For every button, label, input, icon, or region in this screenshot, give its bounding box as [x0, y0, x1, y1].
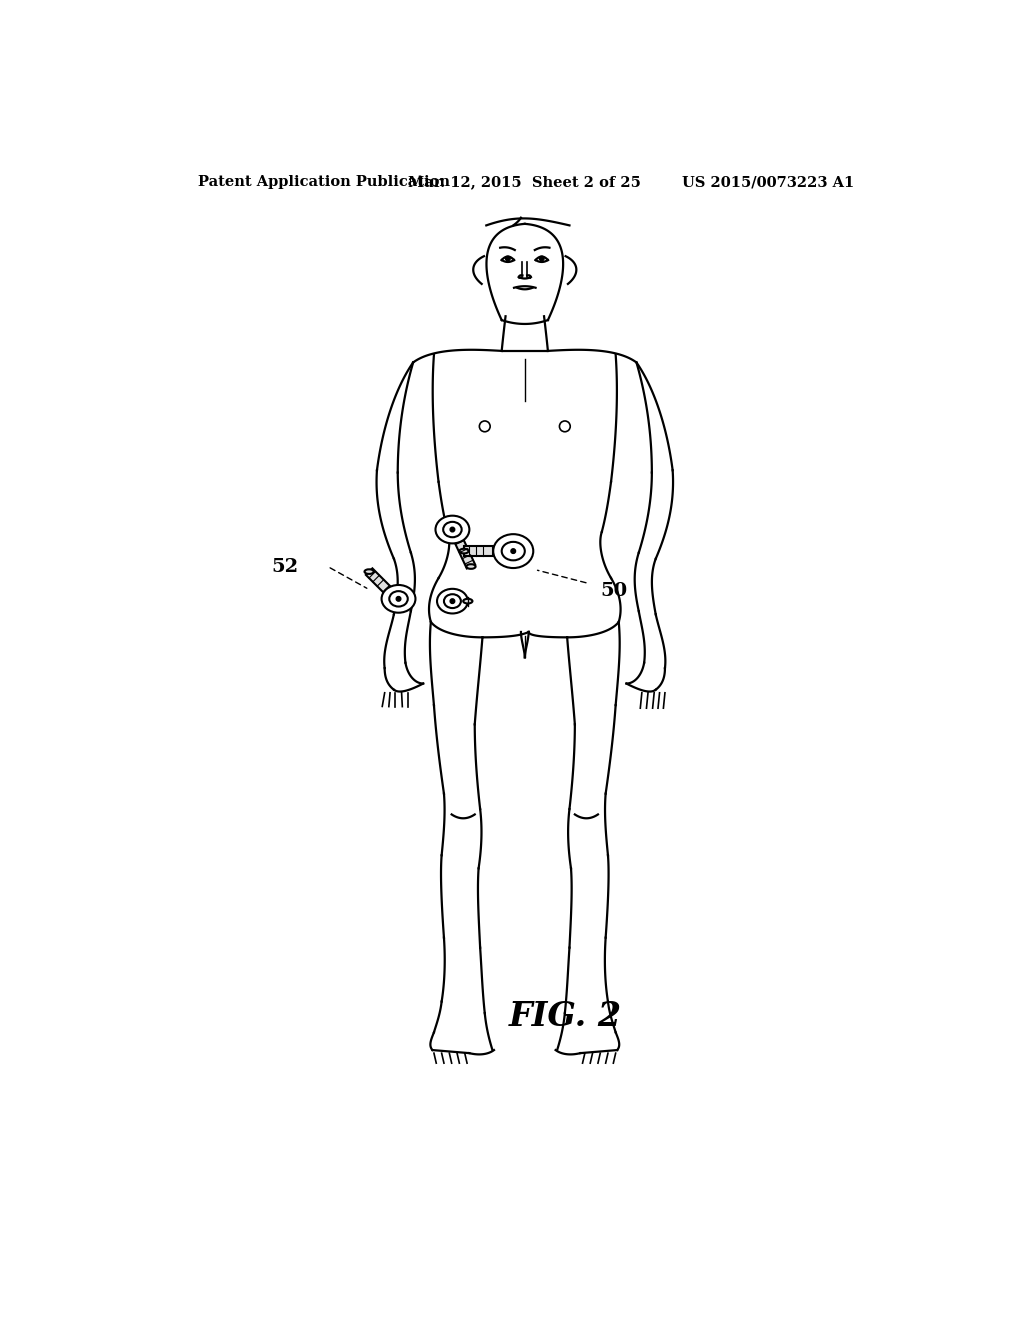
Text: FIG. 2: FIG. 2 — [509, 1001, 623, 1034]
Ellipse shape — [437, 589, 468, 614]
Ellipse shape — [435, 516, 469, 544]
Text: US 2015/0073223 A1: US 2015/0073223 A1 — [682, 176, 854, 189]
Ellipse shape — [444, 594, 461, 609]
Text: 50: 50 — [600, 582, 628, 601]
Circle shape — [396, 597, 400, 601]
Circle shape — [511, 549, 515, 553]
Circle shape — [506, 256, 510, 261]
Text: Patent Application Publication: Patent Application Publication — [199, 176, 451, 189]
Polygon shape — [456, 540, 475, 569]
Ellipse shape — [460, 549, 469, 553]
Circle shape — [540, 256, 544, 261]
Ellipse shape — [382, 585, 416, 612]
Ellipse shape — [365, 569, 374, 574]
Polygon shape — [464, 546, 494, 556]
Ellipse shape — [463, 599, 472, 603]
Circle shape — [451, 599, 455, 603]
Circle shape — [559, 421, 570, 432]
Ellipse shape — [443, 521, 462, 537]
Ellipse shape — [466, 564, 475, 569]
Text: Mar. 12, 2015  Sheet 2 of 25: Mar. 12, 2015 Sheet 2 of 25 — [409, 176, 641, 189]
Circle shape — [451, 527, 455, 532]
Text: 52: 52 — [271, 557, 298, 576]
Ellipse shape — [502, 543, 524, 561]
Circle shape — [479, 421, 490, 432]
Polygon shape — [366, 569, 390, 593]
Ellipse shape — [389, 591, 408, 607]
Ellipse shape — [494, 535, 534, 568]
